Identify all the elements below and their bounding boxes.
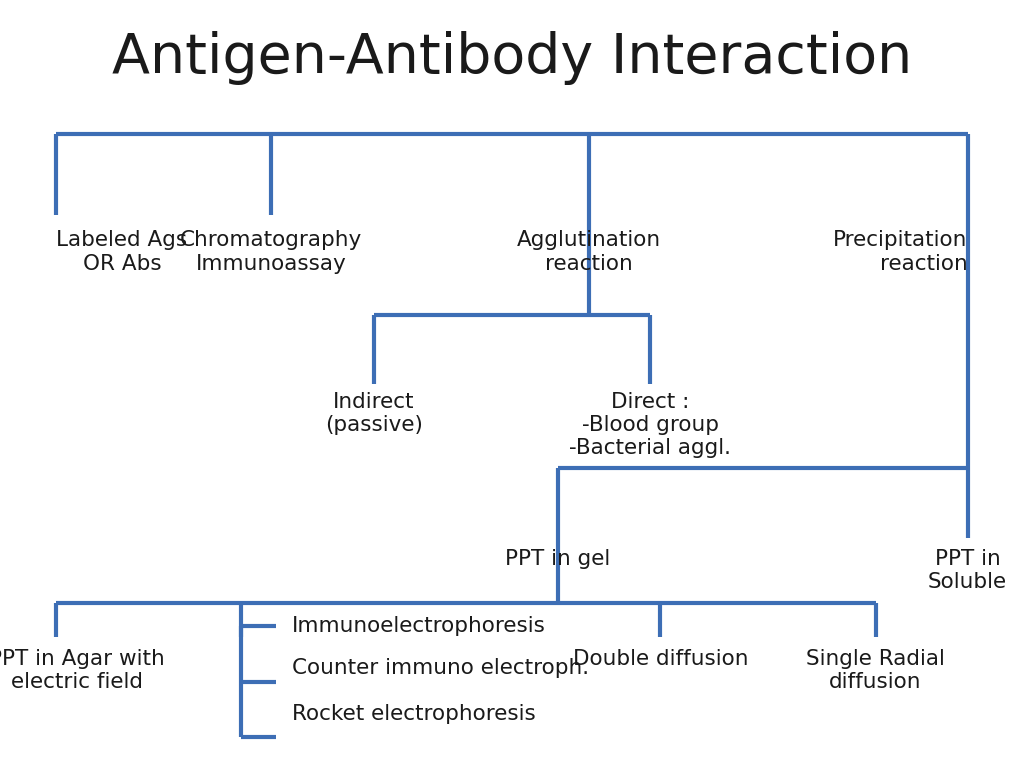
Text: Double diffusion: Double diffusion (572, 649, 749, 669)
Text: PPT in gel: PPT in gel (506, 549, 610, 569)
Text: Direct :
-Blood group
-Bacterial aggl.: Direct : -Blood group -Bacterial aggl. (569, 392, 731, 458)
Text: Antigen-Antibody Interaction: Antigen-Antibody Interaction (112, 31, 912, 84)
Text: PPT in Agar with
electric field: PPT in Agar with electric field (0, 649, 165, 692)
Text: Labeled Ags
OR Abs: Labeled Ags OR Abs (56, 230, 187, 273)
Text: PPT in
Soluble: PPT in Soluble (928, 549, 1008, 592)
Text: Agglutination
reaction: Agglutination reaction (517, 230, 660, 273)
Text: Indirect
(passive): Indirect (passive) (325, 392, 423, 435)
Text: Counter immuno electroph.: Counter immuno electroph. (292, 658, 589, 678)
Text: Rocket electrophoresis: Rocket electrophoresis (292, 704, 536, 724)
Text: Single Radial
diffusion: Single Radial diffusion (806, 649, 945, 692)
Text: Immunoelectrophoresis: Immunoelectrophoresis (292, 616, 546, 636)
Text: Chromatography
Immunoassay: Chromatography Immunoassay (180, 230, 362, 273)
Text: Precipitation
reaction: Precipitation reaction (834, 230, 968, 273)
